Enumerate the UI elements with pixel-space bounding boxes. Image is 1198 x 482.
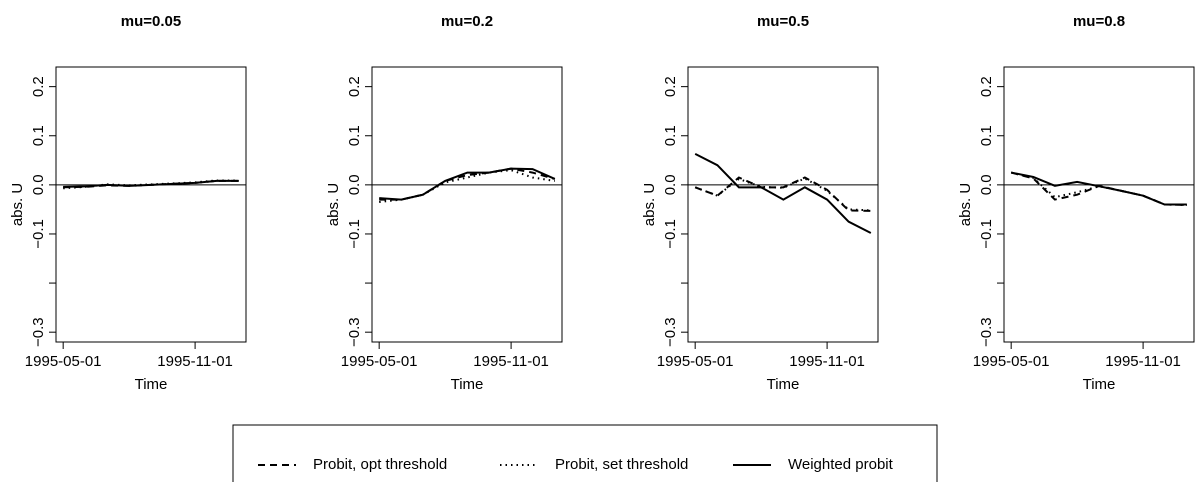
chart-title: mu=0.5 bbox=[757, 13, 809, 30]
y-tick-label: 0.1 bbox=[978, 125, 995, 146]
series-line bbox=[1010, 171, 1187, 206]
x-tick-label: 1995-11-01 bbox=[157, 353, 233, 370]
x-tick-label: 1995-05-01 bbox=[657, 353, 734, 370]
y-tick-label: −0.1 bbox=[346, 219, 363, 249]
y-axis-label: abs. U bbox=[641, 183, 658, 226]
y-tick-label: −0.1 bbox=[978, 219, 995, 249]
y-tick-label: 0.0 bbox=[30, 174, 47, 195]
series-line bbox=[1010, 171, 1187, 206]
y-tick-label: 0.2 bbox=[662, 76, 679, 97]
y-tick-label: −0.1 bbox=[30, 219, 47, 249]
y-tick-label: 0.1 bbox=[30, 125, 47, 146]
y-tick-label: −0.3 bbox=[978, 317, 995, 347]
y-tick-label: 0.0 bbox=[346, 174, 363, 195]
y-axis-label: abs. U bbox=[9, 183, 26, 226]
y-tick-label: −0.3 bbox=[662, 317, 679, 347]
chart-title: mu=0.2 bbox=[441, 13, 493, 30]
series-line bbox=[1010, 171, 1187, 206]
x-axis-label: Time bbox=[1083, 376, 1116, 393]
legend-label: Probit, opt threshold bbox=[313, 456, 447, 473]
x-tick-label: 1995-05-01 bbox=[25, 353, 102, 370]
legend: Probit, opt threshold Probit, set thresho… bbox=[232, 424, 938, 482]
legend-frame bbox=[232, 424, 938, 482]
y-tick-label: −0.1 bbox=[662, 219, 679, 249]
y-tick-label: 0.1 bbox=[662, 125, 679, 146]
plot-frame bbox=[687, 66, 879, 343]
y-tick-label: −0.3 bbox=[30, 317, 47, 347]
legend-label: Probit, set threshold bbox=[555, 456, 688, 473]
x-axis-label: Time bbox=[135, 376, 168, 393]
panel: mu=0.05 −0.3 −0.1 0.0 0.1 0.2 abs. U 1995-05-01… bbox=[9, 13, 247, 393]
series-line bbox=[379, 167, 556, 201]
plot-frame bbox=[371, 66, 563, 343]
panel: mu=0.5 −0.3 −0.1 0.0 0.1 0.2 abs. U 1995-05-01 1… bbox=[641, 13, 879, 393]
series-line bbox=[63, 179, 239, 188]
panel: mu=0.8 −0.3 −0.1 0.0 0.1 0.2 abs. U 1995-05-01 1… bbox=[957, 13, 1195, 393]
y-tick-label: 0.0 bbox=[978, 174, 995, 195]
x-tick-label: 1995-05-01 bbox=[973, 353, 1050, 370]
y-tick-label: 0.0 bbox=[662, 174, 679, 195]
chart-title: mu=0.05 bbox=[121, 13, 181, 30]
panel: mu=0.2 −0.3 −0.1 0.0 0.1 0.2 abs. U 1995-05-01 1… bbox=[325, 13, 563, 393]
y-tick-label: −0.3 bbox=[346, 317, 363, 347]
y-tick-label: 0.2 bbox=[346, 76, 363, 97]
x-tick-label: 1995-11-01 bbox=[1105, 353, 1181, 370]
x-tick-label: 1995-05-01 bbox=[341, 353, 418, 370]
legend-label: Weighted probit bbox=[788, 456, 894, 473]
series-line bbox=[379, 169, 555, 204]
chart-title: mu=0.8 bbox=[1073, 13, 1125, 30]
x-axis-label: Time bbox=[451, 376, 484, 393]
plot-frame bbox=[55, 66, 247, 343]
y-tick-label: 0.2 bbox=[30, 76, 47, 97]
x-axis-label: Time bbox=[767, 376, 800, 393]
series-line bbox=[694, 153, 872, 234]
series-line bbox=[694, 176, 871, 212]
y-tick-label: 0.1 bbox=[346, 125, 363, 146]
x-tick-label: 1995-11-01 bbox=[473, 353, 549, 370]
y-axis-label: abs. U bbox=[325, 183, 342, 226]
y-axis-label: abs. U bbox=[957, 183, 974, 226]
x-tick-label: 1995-11-01 bbox=[789, 353, 865, 370]
y-tick-label: 0.2 bbox=[978, 76, 995, 97]
